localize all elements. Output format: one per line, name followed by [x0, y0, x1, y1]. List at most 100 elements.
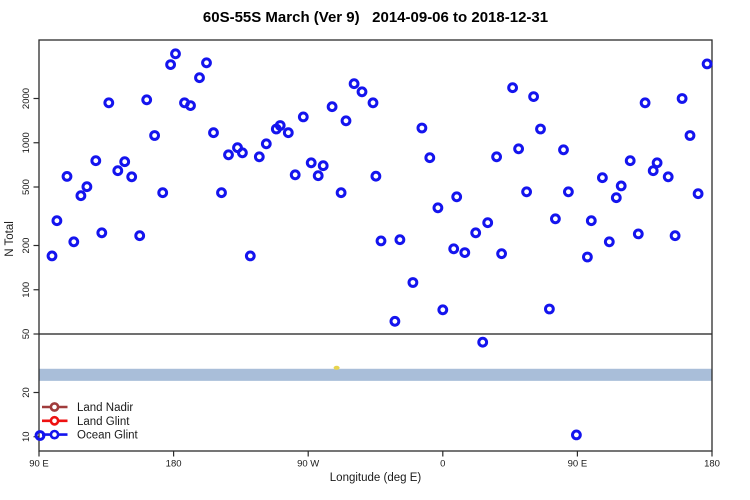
data-point-ocean-glint: [676, 93, 688, 104]
data-point-ocean-glint: [119, 156, 131, 168]
data-point-ocean-glint: [416, 122, 428, 134]
x-tick-label: 180: [704, 459, 720, 470]
x-tick-label: 0: [440, 459, 445, 470]
x-tick-label: 90 W: [297, 459, 319, 470]
data-point-ocean-glint: [356, 86, 368, 98]
y-tick-label: 100: [21, 282, 32, 298]
data-point-ocean-glint: [237, 147, 248, 159]
data-point-ocean-glint: [651, 157, 663, 169]
data-point-ocean-glint: [46, 250, 58, 262]
stray-marker: [333, 365, 340, 370]
data-point-ocean-glint: [432, 202, 444, 214]
data-point-ocean-glint: [297, 111, 309, 123]
data-point-ocean-glint: [662, 171, 674, 183]
x-tick-label: 90 E: [568, 459, 588, 470]
data-point-ocean-glint: [424, 152, 436, 164]
data-point-ocean-glint: [244, 250, 256, 262]
data-point-ocean-glint: [585, 215, 597, 227]
data-point-ocean-glint: [141, 94, 153, 106]
data-point-ocean-glint: [126, 171, 138, 183]
y-tick-label: 500: [21, 179, 32, 195]
data-point-ocean-glint: [96, 227, 108, 239]
data-point-ocean-glint: [550, 213, 561, 225]
data-point-ocean-glint: [389, 315, 401, 327]
data-point-ocean-glint: [615, 180, 627, 192]
data-point-ocean-glint: [260, 138, 272, 150]
data-point-ocean-glint: [170, 48, 181, 60]
data-point-ocean-glint: [112, 165, 124, 177]
data-point-ocean-glint: [253, 151, 265, 163]
data-point-ocean-glint: [165, 59, 177, 70]
y-tick-label: 200: [21, 238, 32, 254]
legend-marker-circle: [49, 415, 60, 426]
data-point-ocean-glint: [326, 101, 338, 113]
data-point-ocean-glint: [582, 251, 593, 263]
legend-label: Ocean Glint: [77, 430, 139, 442]
data-point-ocean-glint: [459, 247, 471, 259]
data-point-ocean-glint: [312, 170, 324, 182]
data-point-ocean-glint: [201, 57, 212, 69]
data-point-ocean-glint: [684, 130, 696, 141]
data-point-ocean-glint: [340, 115, 352, 127]
data-point-ocean-glint: [513, 143, 524, 155]
data-point-ocean-glint: [470, 227, 482, 239]
data-point-ocean-glint: [208, 127, 219, 139]
data-point-ocean-glint: [451, 191, 463, 203]
data-point-ocean-glint: [270, 123, 282, 135]
data-point-ocean-glint: [407, 277, 419, 288]
data-point-ocean-glint: [367, 97, 379, 109]
data-point-ocean-glint: [535, 123, 546, 135]
data-point-ocean-glint: [647, 165, 659, 177]
data-point-ocean-glint: [610, 192, 622, 204]
data-point-ocean-glint: [157, 187, 169, 199]
data-point-ocean-glint: [149, 130, 161, 141]
x-tick-label: 180: [166, 459, 182, 470]
data-point-ocean-glint: [692, 188, 704, 200]
data-point-ocean-glint: [348, 78, 360, 90]
data-point-ocean-glint: [521, 186, 532, 198]
y-tick-label: 10: [21, 431, 32, 442]
legend-marker-circle: [49, 429, 60, 440]
data-point-ocean-glint: [68, 236, 80, 248]
data-point-ocean-glint: [437, 304, 449, 316]
x-tick-label: 90 E: [29, 459, 49, 470]
data-point-ocean-glint: [669, 230, 681, 242]
y-tick-label: 2000: [21, 88, 32, 109]
y-axis-label: N Total: [4, 221, 16, 257]
data-point-ocean-glint: [223, 149, 234, 161]
data-point-ocean-glint: [482, 217, 494, 229]
data-point-ocean-glint: [563, 186, 574, 198]
data-point-ocean-glint: [491, 151, 503, 163]
data-point-ocean-glint: [477, 336, 489, 348]
data-point-ocean-glint: [81, 181, 93, 193]
data-point-ocean-glint: [624, 155, 636, 167]
data-point-ocean-glint: [375, 235, 387, 247]
data-point-ocean-glint: [701, 58, 713, 70]
data-point-ocean-glint: [305, 157, 317, 169]
data-point-ocean-glint: [194, 72, 205, 84]
data-point-ocean-glint: [394, 234, 406, 246]
y-tick-label: 50: [21, 329, 32, 340]
data-point-ocean-glint: [597, 172, 608, 184]
data-point-ocean-glint: [335, 187, 347, 199]
data-point-ocean-glint: [528, 91, 539, 102]
y-tick-label: 1000: [21, 132, 32, 153]
data-point-ocean-glint: [603, 236, 615, 248]
chart-title: 60S-55S March (Ver 9) 2014-09-06 to 2018…: [202, 9, 549, 26]
data-point-ocean-glint: [544, 303, 555, 315]
data-point-ocean-glint: [496, 248, 508, 260]
data-point-ocean-glint: [90, 155, 102, 167]
legend-label: Land Glint: [77, 416, 130, 428]
data-point-ocean-glint: [103, 97, 115, 109]
data-point-ocean-glint: [370, 170, 382, 182]
y-tick-label: 20: [21, 387, 32, 398]
highlight-band: [39, 368, 712, 381]
data-point-ocean-glint: [317, 160, 329, 172]
data-point-ocean-glint: [185, 100, 196, 111]
x-axis-label: Longitude (deg E): [329, 472, 422, 484]
data-point-ocean-glint: [51, 215, 63, 227]
data-point-ocean-glint: [75, 190, 87, 202]
data-point-ocean-glint: [448, 243, 460, 255]
